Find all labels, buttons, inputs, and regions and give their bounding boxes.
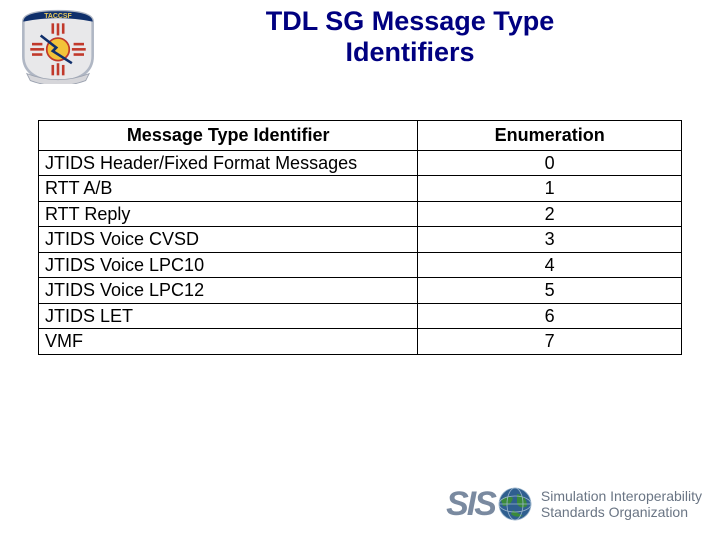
cell-enumeration: 7 [418,329,682,355]
cell-enumeration: 0 [418,150,682,176]
siso-logo: SIS [446,486,533,522]
table-row: JTIDS Voice CVSD3 [39,227,682,253]
title-line-2: Identifiers [345,37,474,67]
cell-identifier: JTIDS Voice CVSD [39,227,418,253]
cell-identifier: JTIDS LET [39,303,418,329]
emblem-banner-text: TACCSF [44,13,72,20]
page-title: TDL SG Message Type Identifiers [120,6,700,68]
cell-enumeration: 6 [418,303,682,329]
siso-org-name: Simulation Interoperability Standards Or… [541,488,702,520]
cell-identifier: RTT A/B [39,176,418,202]
cell-identifier: RTT Reply [39,201,418,227]
siso-footer: SIS Simulation Interoperability Standard… [446,486,702,522]
cell-enumeration: 1 [418,176,682,202]
table-row: JTIDS Header/Fixed Format Messages0 [39,150,682,176]
cell-identifier: JTIDS Voice LPC12 [39,278,418,304]
cell-enumeration: 5 [418,278,682,304]
table-row: JTIDS Voice LPC125 [39,278,682,304]
siso-org-line-2: Standards Organization [541,504,702,520]
unit-emblem: TACCSF [14,6,102,84]
cell-enumeration: 4 [418,252,682,278]
table-row: RTT Reply2 [39,201,682,227]
col-header-identifier: Message Type Identifier [39,121,418,151]
table-row: VMF7 [39,329,682,355]
title-line-1: TDL SG Message Type [266,6,555,36]
globe-icon [497,486,533,522]
cell-identifier: VMF [39,329,418,355]
identifiers-table-wrap: Message Type Identifier Enumeration JTID… [38,120,682,355]
cell-enumeration: 3 [418,227,682,253]
siso-org-line-1: Simulation Interoperability [541,488,702,504]
identifiers-table: Message Type Identifier Enumeration JTID… [38,120,682,355]
emblem-svg: TACCSF [14,6,102,84]
siso-letters: SIS [446,487,495,521]
cell-identifier: JTIDS Voice LPC10 [39,252,418,278]
table-row: JTIDS LET6 [39,303,682,329]
cell-identifier: JTIDS Header/Fixed Format Messages [39,150,418,176]
col-header-enumeration: Enumeration [418,121,682,151]
cell-enumeration: 2 [418,201,682,227]
table-body: JTIDS Header/Fixed Format Messages0RTT A… [39,150,682,354]
table-row: RTT A/B1 [39,176,682,202]
table-row: JTIDS Voice LPC104 [39,252,682,278]
table-header-row: Message Type Identifier Enumeration [39,121,682,151]
